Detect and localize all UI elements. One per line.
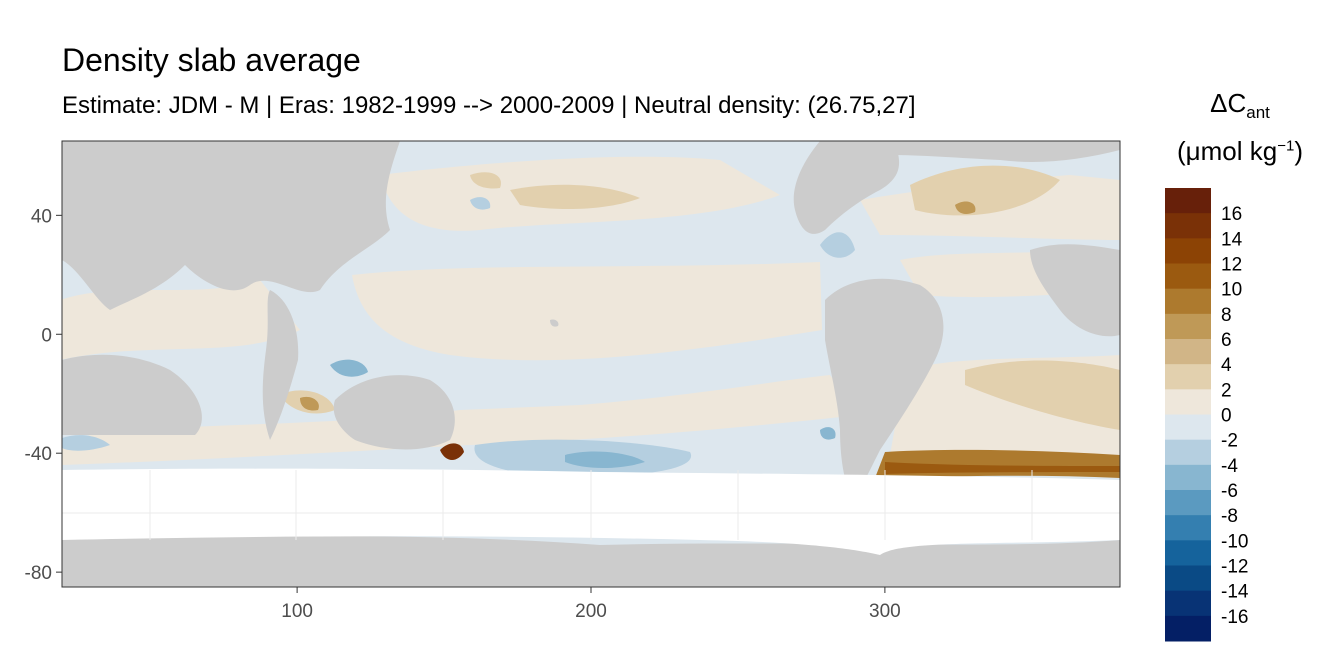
map-panel bbox=[62, 141, 1120, 587]
legend-label: -4 bbox=[1221, 456, 1238, 477]
legend-colorbar: 16 14 12 10 8 6 4 2 0 -2 -4 -6 -8 -10 -12 -14 -16 bbox=[1165, 188, 1249, 642]
legend-color-swatch bbox=[1165, 540, 1211, 566]
legend-color-swatch bbox=[1165, 213, 1211, 239]
legend-unit: (μmol kg−1) bbox=[1140, 136, 1340, 167]
y-tick-label: 40 bbox=[31, 206, 52, 227]
legend-label: 0 bbox=[1221, 406, 1232, 427]
negative-anomaly-regions bbox=[62, 197, 855, 477]
legend-label: -2 bbox=[1221, 431, 1238, 452]
legend-label: 6 bbox=[1221, 330, 1232, 351]
legend-title-symbol: ΔC bbox=[1210, 88, 1247, 118]
legend-label: -6 bbox=[1221, 481, 1238, 502]
legend-color-swatch bbox=[1165, 313, 1211, 340]
legend-color-swatch bbox=[1165, 439, 1211, 466]
legend-color-swatch bbox=[1165, 515, 1211, 541]
legend-label: -10 bbox=[1221, 531, 1248, 552]
legend-color-swatch bbox=[1165, 414, 1211, 441]
legend-title: ΔCant bbox=[1140, 88, 1340, 123]
legend-label: -12 bbox=[1221, 557, 1248, 578]
legend-color-swatch bbox=[1165, 615, 1211, 642]
legend-title-subscript: ant bbox=[1246, 103, 1270, 123]
legend-label: -16 bbox=[1221, 607, 1248, 628]
legend-color-swatch bbox=[1165, 590, 1211, 617]
legend-label: -14 bbox=[1221, 582, 1249, 603]
legend-unit-superscript: −1 bbox=[1277, 137, 1295, 155]
legend-unit-suffix: ) bbox=[1294, 136, 1303, 166]
legend-label: 16 bbox=[1221, 204, 1242, 225]
legend-color-swatch bbox=[1165, 288, 1211, 315]
legend-color-swatch bbox=[1165, 565, 1211, 592]
legend-unit-prefix: (μmol kg bbox=[1177, 136, 1278, 166]
strong-positive-regions bbox=[300, 201, 1120, 478]
chart-title: Density slab average bbox=[62, 42, 361, 78]
legend-color-swatch bbox=[1165, 238, 1211, 264]
legend-label: 12 bbox=[1221, 255, 1242, 276]
legend-label: 14 bbox=[1221, 229, 1243, 250]
legend-color-swatch bbox=[1165, 188, 1211, 214]
minor-gridlines bbox=[62, 470, 1120, 540]
y-tick-label: -40 bbox=[25, 444, 52, 465]
legend-label: 2 bbox=[1221, 380, 1232, 401]
legend-label: 8 bbox=[1221, 305, 1232, 326]
legend-label: 4 bbox=[1221, 355, 1232, 376]
y-tick-label: 0 bbox=[41, 325, 52, 346]
legend-color-swatch bbox=[1165, 364, 1211, 390]
legend-color-swatch bbox=[1165, 464, 1211, 491]
legend-color-swatch bbox=[1165, 263, 1211, 290]
y-tick-label: -80 bbox=[25, 563, 52, 584]
chart-subtitle: Estimate: JDM - M | Eras: 1982-1999 --> … bbox=[62, 92, 916, 119]
legend-color-swatch bbox=[1165, 339, 1211, 365]
x-tick-label: 200 bbox=[575, 601, 607, 622]
legend-color-swatch bbox=[1165, 490, 1211, 516]
x-tick-label: 300 bbox=[869, 601, 901, 622]
legend-color-swatch bbox=[1165, 389, 1211, 415]
moderate-positive-regions bbox=[280, 165, 1120, 430]
legend-label: -8 bbox=[1221, 506, 1238, 527]
x-tick-label: 100 bbox=[281, 601, 313, 622]
legend-label: 10 bbox=[1221, 280, 1242, 301]
